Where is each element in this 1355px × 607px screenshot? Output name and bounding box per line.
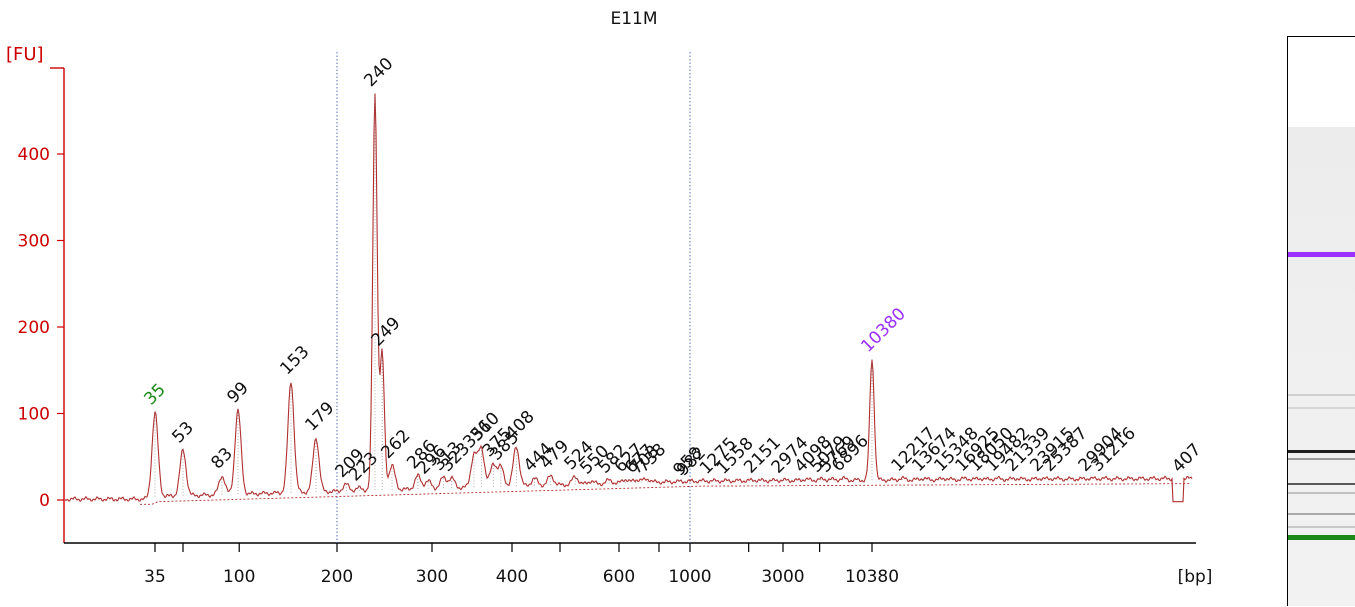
- electropherogram-plot: E11M [FU] 0 100 200 300 400 35 100 200 300 400 600 10…: [6, 9, 1213, 587]
- x-tick-label: 200: [321, 567, 353, 587]
- peak-label: 53: [168, 418, 197, 447]
- integration-baseline: [140, 483, 1190, 505]
- peak-label: 10380: [857, 304, 909, 356]
- peak-label: 249: [368, 313, 405, 350]
- y-tick-label: 300: [18, 232, 50, 252]
- chart-title: E11M: [610, 9, 657, 29]
- x-tick-label: 35: [144, 567, 166, 587]
- y-tick-label: 200: [18, 318, 50, 338]
- x-tick-label: 400: [496, 567, 528, 587]
- gel-lane-image: [1287, 36, 1355, 606]
- gel-band: [1288, 526, 1355, 528]
- gel-lower-marker-band: [1288, 535, 1355, 540]
- peak-label: 35: [140, 380, 169, 409]
- y-tick-label: 100: [18, 405, 50, 425]
- x-tick-label: 300: [416, 567, 448, 587]
- x-tick-label: 3000: [761, 567, 804, 587]
- gel-band: [1288, 407, 1355, 409]
- gel-band: [1288, 450, 1355, 453]
- x-axis-label: [bp]: [1178, 567, 1213, 587]
- y-tick-label: 400: [18, 145, 50, 165]
- electropherogram-trace: [64, 93, 1193, 503]
- x-tick-label: 10380: [845, 567, 899, 587]
- y-tick-label: 0: [39, 491, 50, 511]
- y-axis-label: [FU]: [6, 44, 44, 65]
- peak-label: 153: [276, 342, 313, 379]
- x-tick-label: 100: [223, 567, 255, 587]
- peak-label: 83: [207, 444, 236, 473]
- gel-band: [1288, 492, 1355, 494]
- x-tick-label: 1000: [668, 567, 711, 587]
- gel-band: [1288, 513, 1355, 515]
- gel-band: [1288, 483, 1355, 485]
- peak-label: 99: [223, 378, 252, 407]
- peak-label: 240: [360, 54, 397, 91]
- gel-band: [1288, 394, 1355, 396]
- x-tick-label: 600: [603, 567, 635, 587]
- gel-band: [1288, 458, 1355, 460]
- peak-label: 407: [1168, 440, 1205, 477]
- gel-upper-marker-band: [1288, 252, 1355, 257]
- peak-label: 179: [301, 398, 338, 435]
